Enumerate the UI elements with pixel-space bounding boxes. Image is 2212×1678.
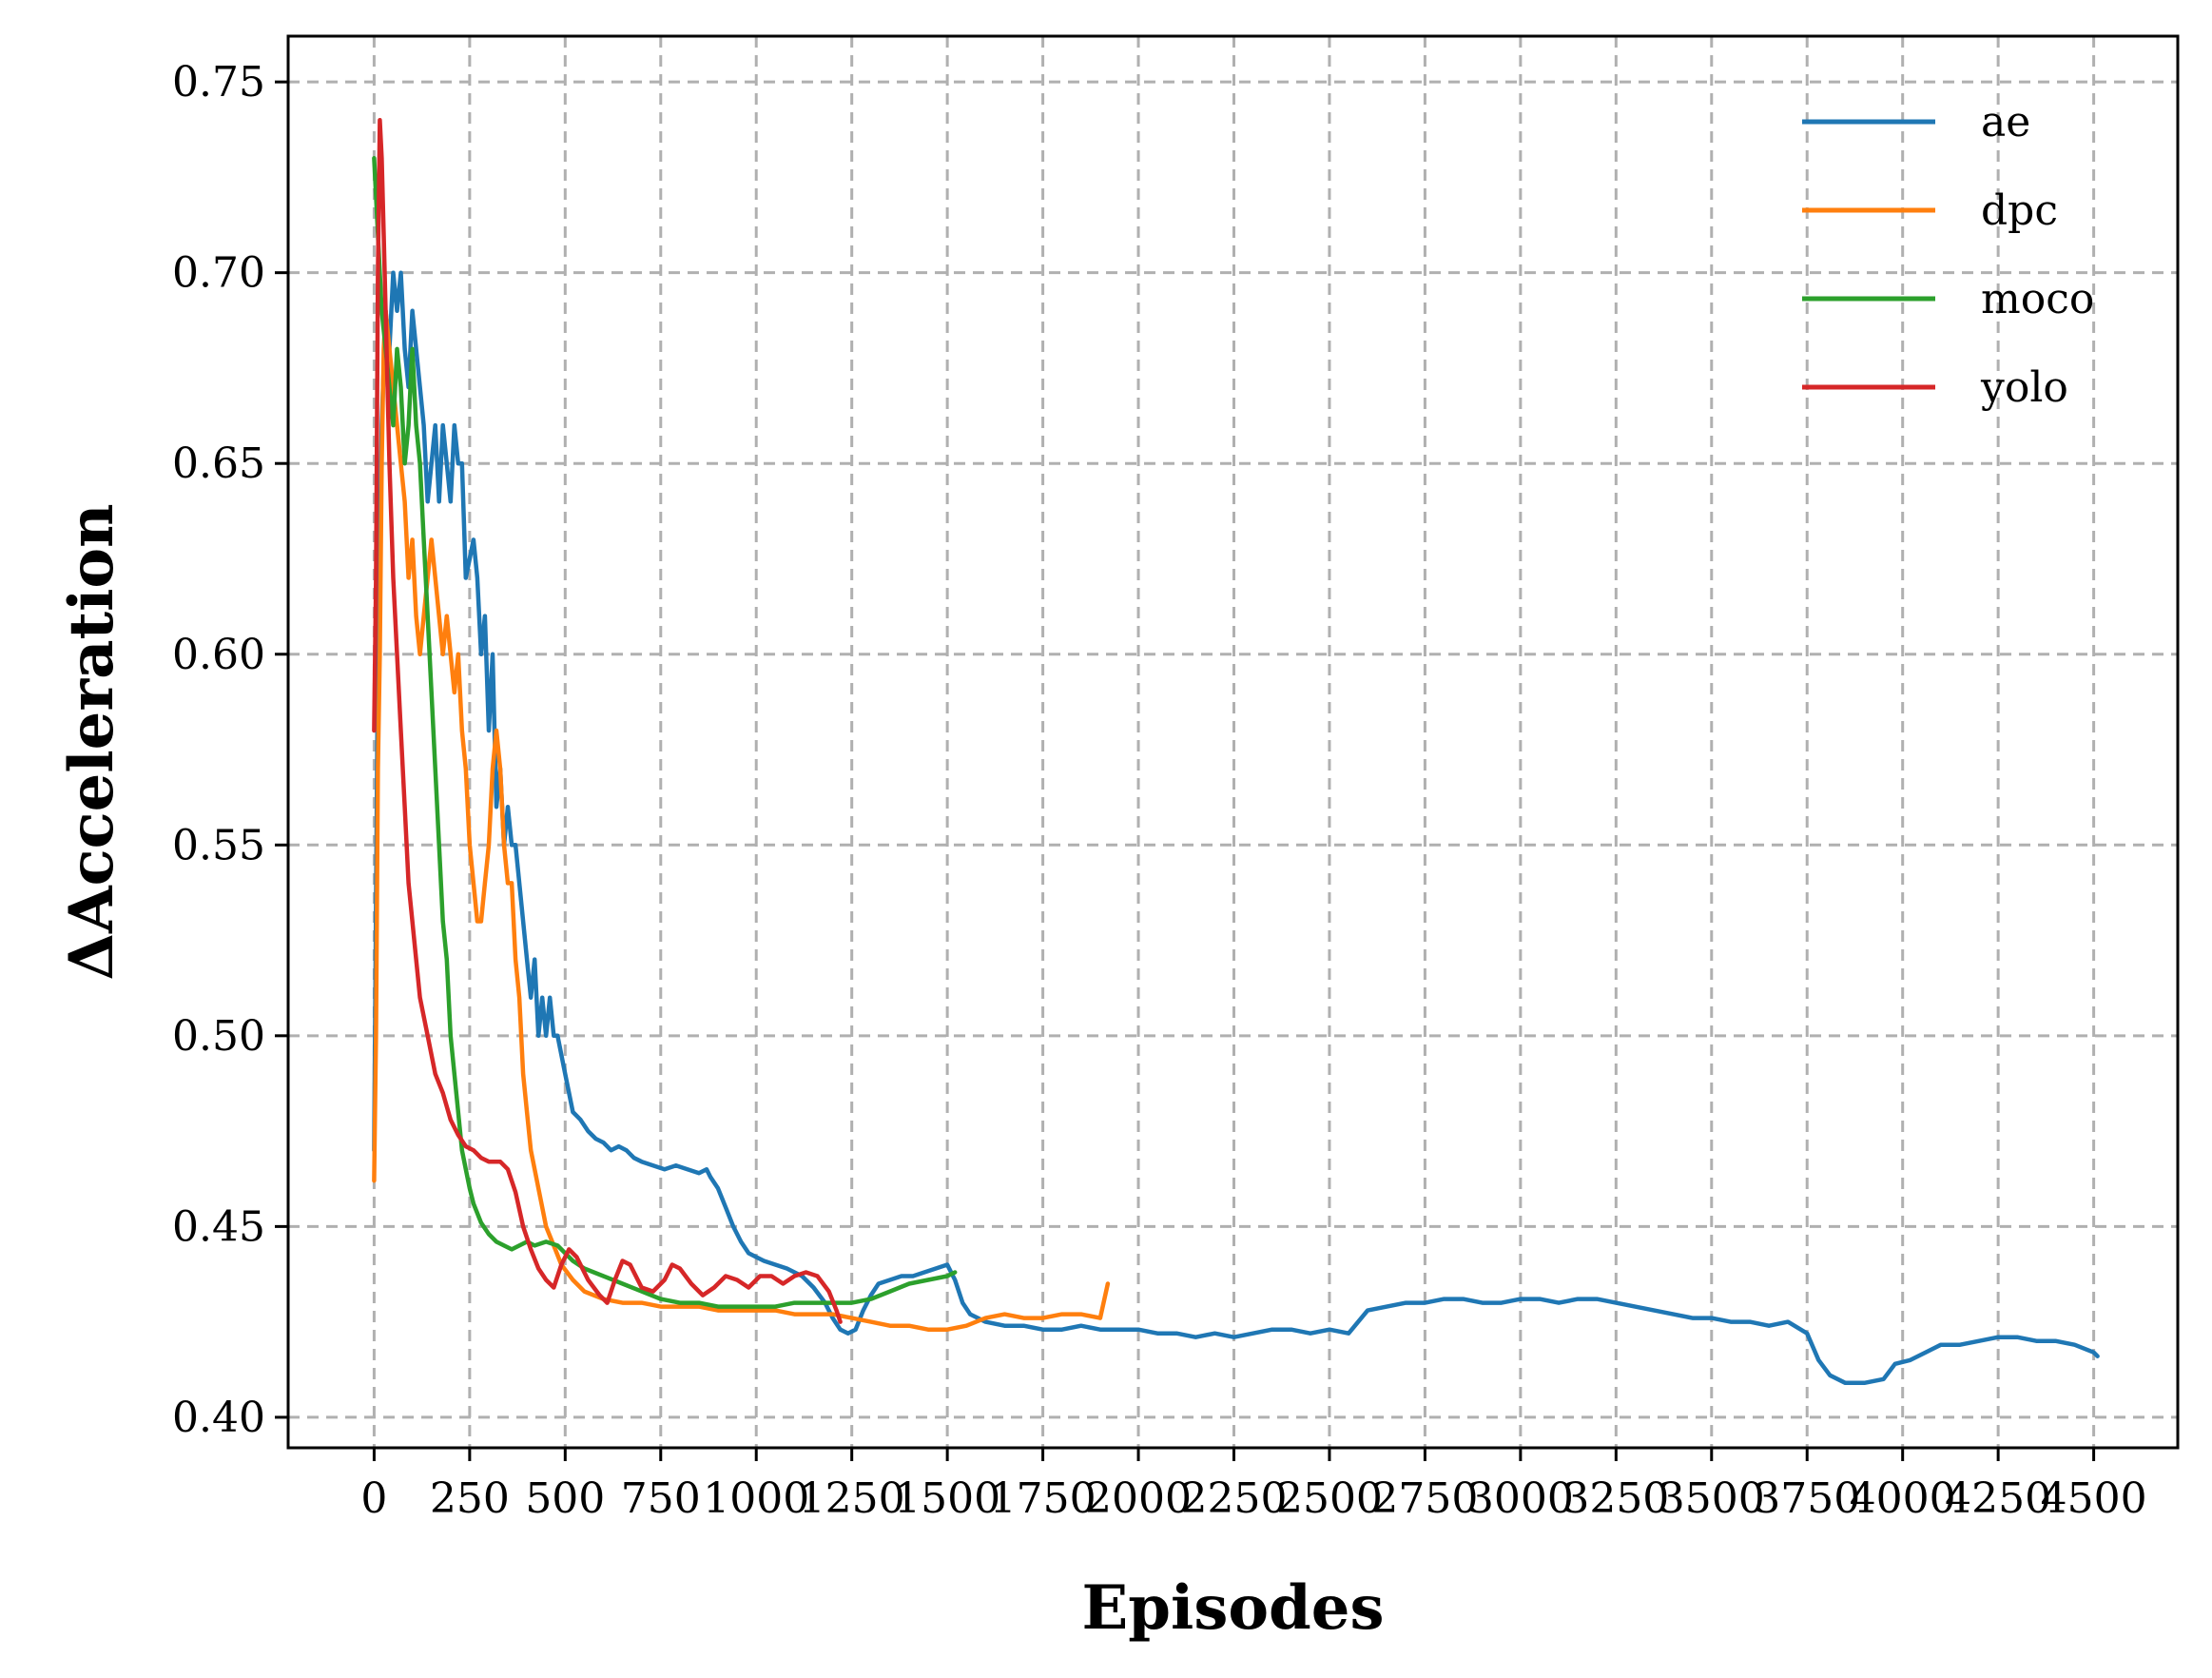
x-tick-label: 3000	[1467, 1474, 1574, 1523]
x-tick-label: 4250	[1945, 1474, 2051, 1523]
series-lines	[372, 117, 2100, 1386]
y-axis-title: ΔAcceleration	[56, 503, 127, 980]
series-line-yolo	[372, 117, 843, 1324]
x-tick-label: 4500	[2041, 1474, 2147, 1523]
y-tick-label: 0.50	[172, 1012, 265, 1061]
axis-ticks: 0 250 500 750 100012501500175020002250250027…	[172, 58, 2147, 1523]
legend-label-yolo: yolo	[1980, 363, 2068, 412]
x-tick-label: 1250	[799, 1474, 905, 1523]
x-tick-label: 2000	[1085, 1474, 1192, 1523]
y-tick-label: 0.70	[172, 249, 265, 298]
grid	[288, 36, 2178, 1448]
y-tick-label: 0.60	[172, 631, 265, 679]
y-tick-label: 0.40	[172, 1394, 265, 1442]
legend-label-moco: moco	[1981, 275, 2094, 323]
x-axis-title: Episodes	[1081, 1572, 1384, 1644]
x-tick-label: 4000	[1850, 1474, 1956, 1523]
series-line-moco	[372, 156, 958, 1309]
legend-label-ae: ae	[1981, 98, 2030, 146]
series-line-ae	[372, 270, 2100, 1386]
y-tick-label: 0.45	[172, 1202, 265, 1251]
y-tick-label: 0.55	[172, 821, 265, 869]
x-tick-label: 0	[360, 1474, 387, 1523]
x-tick-label: 3500	[1659, 1474, 1765, 1523]
y-tick-label: 0.75	[172, 58, 265, 107]
x-tick-label: 1000	[703, 1474, 809, 1523]
x-tick-label: 2750	[1371, 1474, 1478, 1523]
y-tick-label: 0.65	[172, 439, 265, 488]
x-tick-label: 3250	[1562, 1474, 1669, 1523]
legend-label-dpc: dpc	[1981, 186, 2058, 235]
x-tick-label: 3750	[1754, 1474, 1860, 1523]
series-line-dpc	[372, 308, 1111, 1332]
x-tick-label: 250	[430, 1474, 510, 1523]
x-tick-label: 1500	[894, 1474, 1000, 1523]
x-tick-label: 2500	[1276, 1474, 1383, 1523]
x-tick-label: 1750	[990, 1474, 1096, 1523]
x-tick-label: 750	[621, 1474, 701, 1523]
x-tick-label: 500	[525, 1474, 605, 1523]
legend: ae dpc moco yolo	[1802, 98, 2094, 412]
x-tick-label: 2250	[1181, 1474, 1288, 1523]
